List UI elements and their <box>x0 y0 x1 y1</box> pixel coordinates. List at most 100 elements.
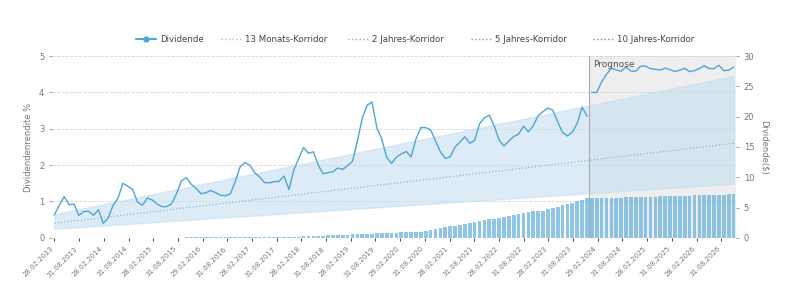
Bar <box>218 237 222 238</box>
Bar <box>361 234 364 238</box>
Bar <box>258 237 262 238</box>
Bar <box>668 196 672 238</box>
Bar <box>551 208 554 238</box>
Bar <box>366 234 369 238</box>
Bar <box>454 226 457 238</box>
Y-axis label: Dividendenrendite %: Dividendenrendite % <box>25 102 34 191</box>
Bar <box>502 217 506 238</box>
Bar <box>262 237 266 238</box>
Bar <box>556 207 559 238</box>
Bar <box>278 237 281 238</box>
Bar <box>419 232 422 238</box>
Bar <box>341 235 345 238</box>
Bar <box>707 195 711 238</box>
Bar <box>253 237 257 238</box>
Bar <box>273 237 276 238</box>
Bar <box>322 236 325 238</box>
Bar <box>658 196 662 238</box>
Bar <box>590 198 594 238</box>
Text: 10 Jahres-Korridor: 10 Jahres-Korridor <box>617 35 694 44</box>
Bar <box>331 235 334 238</box>
Bar <box>248 237 252 238</box>
Bar <box>634 197 638 238</box>
Bar <box>595 198 598 238</box>
Bar <box>448 227 452 238</box>
Bar <box>287 237 290 238</box>
Bar <box>693 195 696 238</box>
Bar <box>282 237 286 238</box>
Bar <box>570 202 574 238</box>
Bar <box>673 196 677 238</box>
Bar <box>463 224 466 238</box>
Bar <box>350 235 354 238</box>
Bar <box>306 236 310 238</box>
Bar <box>380 233 384 238</box>
Bar <box>732 194 735 238</box>
Text: Nexstar Media Group: Nexstar Media Group <box>404 7 545 20</box>
Bar <box>234 237 237 238</box>
Bar <box>639 197 642 238</box>
Bar <box>649 197 652 238</box>
Bar <box>526 212 530 238</box>
Bar <box>678 196 682 238</box>
Bar <box>498 218 501 238</box>
Bar <box>443 227 447 238</box>
Bar <box>619 198 623 238</box>
Bar <box>224 237 227 238</box>
Bar <box>311 236 315 238</box>
Bar <box>424 231 427 238</box>
Bar <box>575 201 579 238</box>
Bar <box>683 196 686 238</box>
Bar <box>487 219 491 238</box>
Bar <box>204 237 208 238</box>
Bar <box>292 237 296 238</box>
Text: Dividende: Dividende <box>160 35 204 44</box>
Bar <box>517 214 521 238</box>
Bar <box>229 237 232 238</box>
Bar <box>702 195 706 238</box>
Bar <box>414 232 418 238</box>
Bar <box>610 198 614 238</box>
Bar <box>209 237 213 238</box>
Bar <box>478 221 482 238</box>
Bar <box>199 237 203 238</box>
Bar <box>370 234 374 238</box>
Bar <box>214 237 218 238</box>
Bar <box>297 237 301 238</box>
Bar <box>394 233 398 238</box>
Bar <box>600 198 603 238</box>
Bar <box>302 236 306 238</box>
Bar <box>546 209 550 238</box>
Bar <box>238 237 242 238</box>
Text: Prognose: Prognose <box>594 60 635 69</box>
Bar <box>722 195 726 238</box>
Bar <box>585 198 589 238</box>
Bar <box>346 235 350 238</box>
Bar <box>561 205 564 238</box>
Text: 2 Jahres-Korridor: 2 Jahres-Korridor <box>373 35 444 44</box>
Bar <box>580 200 584 238</box>
Bar <box>536 211 540 238</box>
Bar <box>267 237 271 238</box>
Bar <box>507 216 510 238</box>
Bar <box>605 198 608 238</box>
Bar <box>712 195 716 238</box>
Bar <box>654 197 658 238</box>
Bar <box>727 194 730 238</box>
Bar <box>717 195 721 238</box>
Bar <box>326 235 330 238</box>
Bar <box>531 211 535 238</box>
Bar <box>429 230 433 238</box>
Text: 13 Monats-Korridor: 13 Monats-Korridor <box>246 35 328 44</box>
Bar <box>468 223 471 238</box>
Bar <box>482 220 486 238</box>
Bar <box>375 233 378 238</box>
Bar <box>390 233 394 238</box>
Bar <box>522 213 526 238</box>
Bar <box>492 218 496 238</box>
Text: Dividenden-Historie für: Dividenden-Historie für <box>254 7 396 20</box>
Bar <box>541 211 545 238</box>
Bar <box>629 197 633 238</box>
Bar <box>566 204 570 238</box>
Bar <box>624 198 628 238</box>
